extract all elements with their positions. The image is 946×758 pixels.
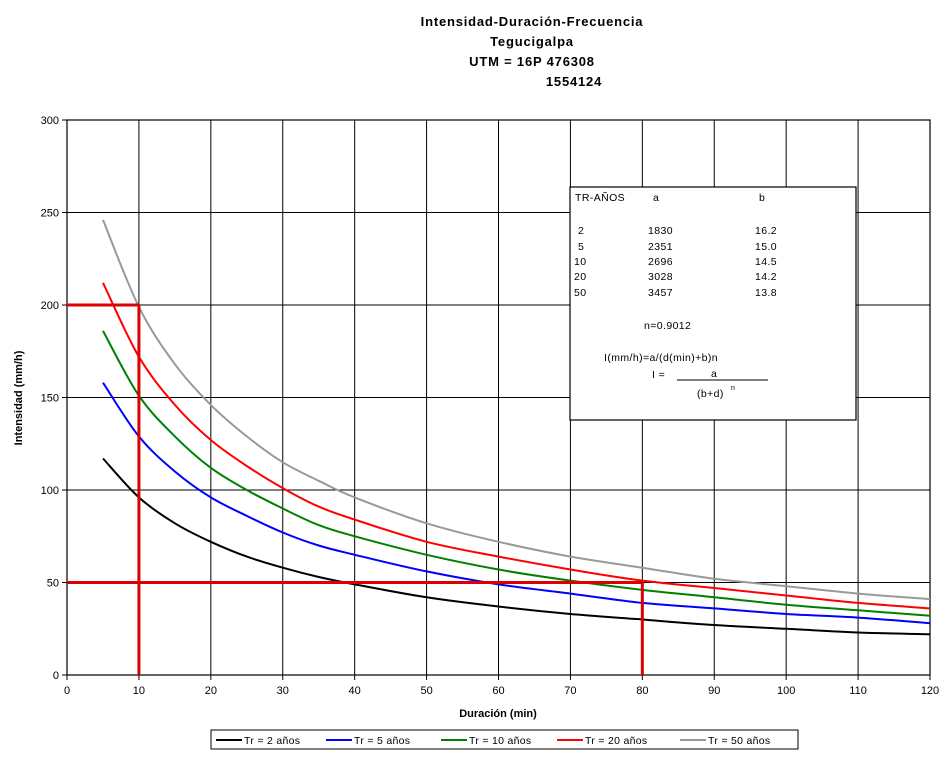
x-tick-label: 40	[349, 685, 361, 697]
info-formula-exponent: n	[731, 385, 735, 392]
info-row-a: 2351	[648, 241, 673, 253]
x-tick-label: 70	[564, 685, 576, 697]
series-line-3	[102, 282, 931, 610]
info-row-b: 14.5	[755, 256, 777, 268]
x-tick-label: 10	[133, 685, 145, 697]
info-n-value: n=0.9012	[644, 320, 691, 332]
reference-lines	[67, 303, 644, 675]
info-row-a: 2696	[648, 256, 673, 268]
info-row-tr: 5	[578, 241, 584, 253]
info-row-b: 15.0	[755, 241, 777, 253]
y-tick-label: 50	[47, 578, 59, 590]
x-tick-label: 110	[849, 685, 867, 697]
legend-label-1: Tr = 5 años	[354, 735, 410, 747]
info-formula-numerator: a	[711, 368, 717, 380]
chart-title-line-4: 1554124	[546, 74, 602, 89]
info-row-b: 14.2	[755, 271, 777, 283]
x-tick-label: 120	[921, 685, 939, 697]
y-tick-label: 300	[41, 115, 59, 127]
legend-frame	[210, 729, 799, 750]
legend-label-4: Tr = 50 años	[708, 735, 770, 747]
info-box-frame	[569, 186, 857, 421]
chart-title-line-3: UTM = 16P 476308	[469, 54, 595, 69]
info-formula-lhs: I =	[652, 369, 665, 381]
info-formula-line: I(mm/h)=a/(d(min)+b)n	[604, 352, 718, 364]
series-line-4	[102, 219, 931, 601]
legend-label-2: Tr = 10 años	[469, 735, 531, 747]
x-tick-label: 80	[636, 685, 648, 697]
chart-title-line-2: Tegucigalpa	[490, 34, 574, 49]
info-row-tr: 10	[574, 256, 586, 268]
x-tick-labels: 0 10 20 30 40 50 60 70 80 90 100 110 120	[64, 685, 939, 697]
legend-label-0: Tr = 2 años	[244, 735, 300, 747]
x-tick-label: 50	[420, 685, 432, 697]
x-tick-label: 20	[205, 685, 217, 697]
legend-label-3: Tr = 20 años	[585, 735, 647, 747]
info-row-a: 3028	[648, 271, 673, 283]
info-row-b: 16.2	[755, 225, 777, 237]
series-lines	[102, 219, 931, 636]
y-tick-label: 100	[41, 485, 59, 497]
info-row-a: 3457	[648, 287, 673, 299]
x-tick-label: 60	[492, 685, 504, 697]
x-tick-label: 90	[708, 685, 720, 697]
y-axis-label: Intensidad (mm/h)	[13, 350, 25, 445]
info-row-a: 1830	[648, 225, 673, 237]
x-tick-label: 100	[777, 685, 795, 697]
info-row-tr: 50	[574, 287, 586, 299]
y-tick-label: 0	[53, 670, 59, 682]
info-rows: 2 1830 16.2 5 2351 15.0 10 2696 14.5 20 3028 14.2 50…	[574, 225, 777, 299]
info-header-tr: TR-AÑOS	[575, 191, 625, 204]
info-header-b: b	[759, 192, 765, 204]
series-line-0	[102, 457, 931, 636]
info-row-b: 13.8	[755, 287, 777, 299]
y-tick-label: 200	[41, 300, 59, 312]
y-tick-labels: 0 50 100 150 200 250 300	[41, 115, 59, 682]
info-box: TR-AÑOS a b 2 1830 16.2 5 2351 15.0 10 2696 14.5…	[569, 186, 857, 421]
x-axis-label: Duración (min)	[459, 708, 537, 720]
series-line-2	[102, 330, 931, 617]
info-row-tr: 20	[574, 271, 586, 283]
x-tick-label: 30	[277, 685, 289, 697]
chart-title-line-1: Intensidad-Duración-Frecuencia	[421, 14, 644, 29]
y-tick-label: 150	[41, 393, 59, 405]
series-line-1	[102, 382, 931, 625]
legend: Tr = 2 años Tr = 5 años Tr = 10 años Tr = 2…	[216, 735, 770, 747]
y-tick-label: 250	[41, 208, 59, 220]
info-formula-denominator: (b+d)	[697, 388, 724, 400]
x-tick-label: 0	[64, 685, 70, 697]
info-row-tr: 2	[578, 225, 584, 237]
info-header-a: a	[653, 192, 659, 204]
